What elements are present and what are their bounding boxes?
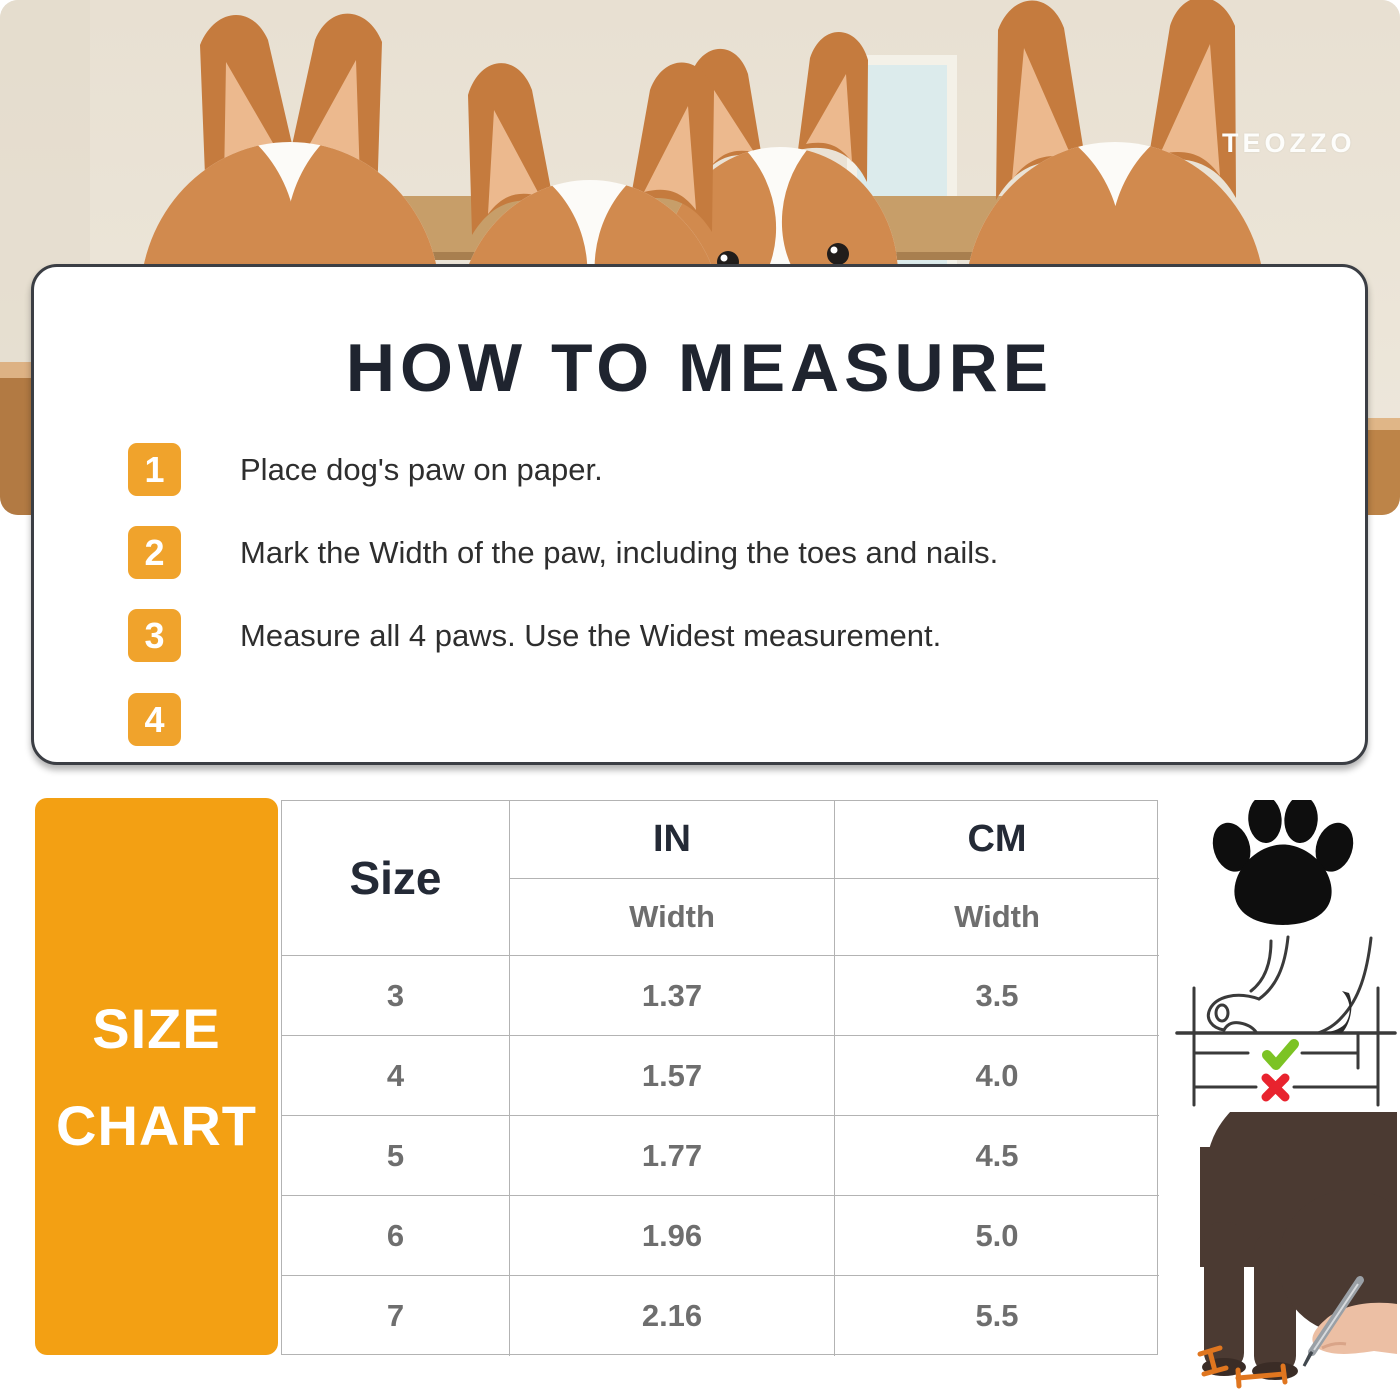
table-cell: 1.77 — [510, 1116, 835, 1196]
brand-logo: TEOZZO — [1222, 128, 1356, 158]
step-2-text: Mark the Width of the paw, including the… — [240, 534, 999, 570]
size-chart-table: Size IN CM Width Width 3 1.37 3.5 4 1.57… — [281, 800, 1159, 1356]
table-cell: 4 — [282, 1036, 510, 1116]
step-1: 1 Place dog's paw on paper. — [128, 443, 603, 496]
check-icon — [1262, 1039, 1299, 1070]
table-cell: 7 — [282, 1276, 510, 1356]
step-4: 4 — [128, 693, 240, 746]
column-header-in: IN — [510, 801, 835, 879]
subheader-width-cm: Width — [835, 879, 1159, 956]
step-3: 3 Measure all 4 paws. Use the Widest mea… — [128, 609, 941, 662]
table-cell: 1.37 — [510, 956, 835, 1036]
step-3-text: Measure all 4 paws. Use the Widest measu… — [240, 617, 942, 653]
step-1-text: Place dog's paw on paper. — [240, 451, 603, 487]
measurement-marks — [1197, 1345, 1288, 1389]
table-cell: 3.5 — [835, 956, 1159, 1036]
subheader-width-in: Width — [510, 879, 835, 956]
table-cell: 6 — [282, 1196, 510, 1276]
table-cell: 1.96 — [510, 1196, 835, 1276]
size-chart-label-line2: CHART — [56, 1093, 257, 1157]
table-cell: 1.57 — [510, 1036, 835, 1116]
table-cell: 2.16 — [510, 1276, 835, 1356]
table-cell: 4.0 — [835, 1036, 1159, 1116]
table-cell: 5.0 — [835, 1196, 1159, 1276]
size-chart-label-line1: SIZE — [92, 996, 221, 1060]
size-chart-label-panel: SIZE CHART — [35, 798, 278, 1355]
table-cell: 3 — [282, 956, 510, 1036]
table-cell: 4.5 — [835, 1116, 1159, 1196]
step-1-number-badge: 1 — [128, 443, 181, 496]
column-header-cm: CM — [835, 801, 1159, 879]
paw-print-icon — [1203, 795, 1363, 925]
column-header-size: Size — [282, 801, 510, 956]
step-2: 2 Mark the Width of the paw, including t… — [128, 526, 998, 579]
step-4-number-badge: 4 — [128, 693, 181, 746]
table-cell: 5.5 — [975, 1298, 1019, 1333]
paw-measure-diagram — [1172, 933, 1400, 1109]
step-3-number-badge: 3 — [128, 609, 181, 662]
how-to-measure-card: HOW TO MEASURE 1 Place dog's paw on pape… — [31, 264, 1368, 765]
table-cell: 5 — [282, 1116, 510, 1196]
step-2-number-badge: 2 — [128, 526, 181, 579]
paw-marking-photo — [1182, 1072, 1400, 1390]
cross-icon — [1261, 1073, 1290, 1102]
page-title: HOW TO MEASURE — [345, 330, 1054, 406]
